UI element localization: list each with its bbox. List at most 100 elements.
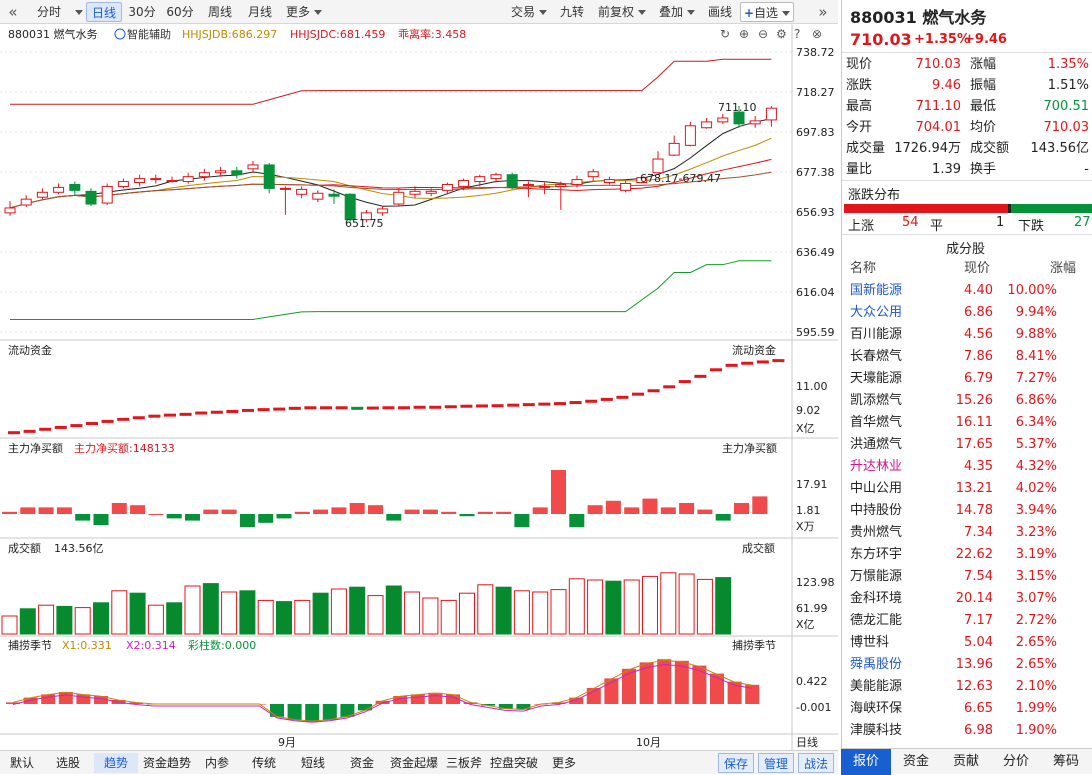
list-item[interactable]: 凯添燃气 15.26 6.86% bbox=[842, 390, 1092, 412]
list-item[interactable]: 洪通燃气 17.65 5.37% bbox=[842, 434, 1092, 456]
more-periods-button[interactable]: 更多 bbox=[282, 2, 326, 22]
candle bbox=[296, 188, 308, 195]
minute-dropdown[interactable] bbox=[70, 2, 84, 22]
draw-button[interactable]: 画线 bbox=[707, 5, 732, 19]
candle bbox=[36, 191, 48, 198]
settings-icon[interactable]: ⚙ bbox=[776, 27, 787, 41]
tab-daily[interactable]: 日线 bbox=[86, 2, 122, 22]
expand-icon[interactable]: » bbox=[818, 3, 828, 21]
bottom-btn-14[interactable]: 战法 bbox=[798, 753, 834, 773]
quote-field: 成交额 bbox=[970, 141, 1010, 156]
list-item[interactable]: 中山公用 13.21 4.02% bbox=[842, 478, 1092, 500]
season-bar bbox=[727, 681, 742, 704]
list-item[interactable]: 金科环境 20.14 3.07% bbox=[842, 588, 1092, 610]
bottom-btn-1[interactable]: 选股 bbox=[46, 753, 90, 773]
chevron-down-icon bbox=[539, 10, 547, 15]
list-item[interactable]: 中持股份 14.78 3.94% bbox=[842, 500, 1092, 522]
list-item[interactable]: 津膜科技 6.98 1.90% bbox=[842, 720, 1092, 742]
candle bbox=[101, 185, 113, 204]
nine-turn-button[interactable]: 九转 bbox=[559, 5, 584, 19]
stock-name: 博世科 bbox=[850, 635, 890, 650]
bottom-btn-2[interactable]: 趋势 bbox=[94, 753, 138, 773]
close-icon[interactable]: ⊗ bbox=[812, 27, 822, 41]
stock-name: 美能能源 bbox=[850, 679, 903, 694]
bottom-btn-13[interactable]: 管理 bbox=[758, 753, 794, 773]
bottom-btn-12[interactable]: 保存 bbox=[718, 753, 754, 773]
bottom-btn-8[interactable]: 资金起爆 bbox=[388, 753, 440, 773]
tab-60min[interactable]: 60分 bbox=[166, 5, 194, 19]
season-bar bbox=[6, 702, 20, 704]
tab-3[interactable]: 分价 bbox=[1002, 754, 1029, 769]
help-icon[interactable]: ? bbox=[794, 27, 800, 41]
bottom-btn-9[interactable]: 三板斧 bbox=[444, 753, 484, 773]
list-item[interactable]: 升达林业 4.35 4.32% bbox=[842, 456, 1092, 478]
bottom-btn-11[interactable]: 更多 bbox=[544, 753, 584, 773]
season-bar bbox=[498, 704, 513, 709]
season-bar bbox=[446, 694, 460, 704]
season-bar bbox=[692, 665, 707, 704]
list-item[interactable]: 天壕能源 6.79 7.27% bbox=[842, 368, 1092, 390]
tab-1[interactable]: 资金 bbox=[902, 754, 929, 769]
col-price[interactable]: 现价 bbox=[964, 261, 991, 276]
turnover-bar bbox=[587, 579, 604, 635]
net-bar bbox=[258, 514, 274, 523]
quote-field: 710.03 bbox=[915, 57, 962, 72]
list-item[interactable]: 大众公用 6.86 9.94% bbox=[842, 302, 1092, 324]
net-bar bbox=[38, 507, 54, 514]
assist-label[interactable]: 智能辅助 bbox=[127, 27, 171, 41]
zoom-in-icon[interactable]: ⊕ bbox=[739, 27, 749, 41]
bottom-btn-5[interactable]: 传统 bbox=[242, 753, 286, 773]
main-ytick: 738.72 bbox=[796, 46, 835, 59]
tab-2[interactable]: 贡献 bbox=[952, 754, 979, 769]
bottom-btn-4[interactable]: 内参 bbox=[196, 753, 238, 773]
list-item[interactable]: 万憬能源 7.54 3.15% bbox=[842, 566, 1092, 588]
turnover-bar bbox=[660, 572, 677, 635]
overlay-button[interactable]: 叠加 bbox=[654, 2, 700, 22]
chart-area[interactable]: 880031 燃气水务 智能辅助 HHJSJDB:686.297 HHJSJDC… bbox=[0, 24, 838, 750]
tab-weekly[interactable]: 周线 bbox=[207, 5, 232, 19]
turnover-bar bbox=[385, 585, 402, 635]
tab-4[interactable]: 筹码 bbox=[1052, 754, 1079, 769]
list-item[interactable]: 首华燃气 16.11 6.34% bbox=[842, 412, 1092, 434]
pane-tools: ↻ ⊕ ⊖ ⚙ ? ⊗ bbox=[720, 27, 822, 41]
quote-field: 1.35% bbox=[1047, 57, 1089, 72]
col-pct[interactable]: 涨幅 bbox=[1050, 261, 1077, 276]
list-item[interactable]: 德龙汇能 7.17 2.72% bbox=[842, 610, 1092, 632]
tab-0[interactable]: 报价 bbox=[841, 749, 891, 775]
tab-monthly[interactable]: 月线 bbox=[247, 5, 272, 19]
tab-minute[interactable]: 分时 bbox=[36, 5, 61, 19]
quote-field: 涨幅 bbox=[970, 57, 997, 72]
list-item[interactable]: 贵州燃气 7.34 3.23% bbox=[842, 522, 1092, 544]
bottom-btn-0[interactable]: 默认 bbox=[2, 753, 42, 773]
tab-30min[interactable]: 30分 bbox=[128, 5, 156, 19]
bottom-btn-6[interactable]: 短线 bbox=[290, 753, 336, 773]
trade-button[interactable]: 交易 bbox=[506, 2, 552, 22]
candle bbox=[539, 185, 551, 188]
list-item[interactable]: 东方环宇 22.62 3.19% bbox=[842, 544, 1092, 566]
net-bar bbox=[349, 503, 365, 514]
list-item[interactable]: 国新能源 4.40 10.00% bbox=[842, 280, 1092, 302]
collapse-icon[interactable]: « bbox=[8, 3, 18, 21]
adjust-button[interactable]: 前复权 bbox=[592, 2, 652, 22]
bottom-btn-7[interactable]: 资金 bbox=[340, 753, 384, 773]
bottom-btn-3[interactable]: 资金趋势 bbox=[142, 753, 192, 773]
list-item[interactable]: 舜禹股份 13.96 2.65% bbox=[842, 654, 1092, 676]
col-name[interactable]: 名称 bbox=[850, 261, 877, 276]
season-bar bbox=[674, 660, 689, 704]
stock-name: 万憬能源 bbox=[850, 569, 903, 584]
watchlist-button[interactable]: +自选 bbox=[740, 2, 794, 22]
zoom-out-icon[interactable]: ⊖ bbox=[758, 27, 768, 41]
season-bar bbox=[287, 704, 302, 720]
list-item[interactable]: 美能能源 12.63 2.10% bbox=[842, 676, 1092, 698]
list-item[interactable]: 长春燃气 7.86 8.41% bbox=[842, 346, 1092, 368]
stock-name: 大众公用 bbox=[850, 305, 903, 320]
bottom-btn-10[interactable]: 控盘突破 bbox=[488, 753, 540, 773]
dist-up-bar bbox=[844, 204, 1008, 213]
list-item[interactable]: 海峡环保 6.65 1.99% bbox=[842, 698, 1092, 720]
list-item[interactable]: 百川能源 4.56 9.88% bbox=[842, 324, 1092, 346]
list-item[interactable]: 博世科 5.04 2.65% bbox=[842, 632, 1092, 654]
refresh-icon[interactable]: ↻ bbox=[720, 27, 730, 41]
assist-icon[interactable] bbox=[114, 28, 126, 40]
season-bar bbox=[569, 697, 584, 704]
candle bbox=[312, 192, 324, 200]
